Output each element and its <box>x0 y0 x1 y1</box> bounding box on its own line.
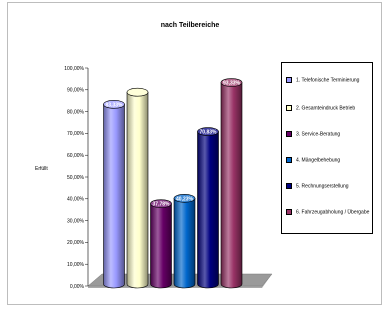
legend-swatch <box>286 183 292 189</box>
legend-label: 2. Gesamteindruck Betrieb <box>296 105 356 112</box>
legend-swatch <box>286 105 292 111</box>
legend-label: 6. Fahrzeugabholung / Übergabe <box>296 209 370 216</box>
legend-label: 5. Rechnungserstellung <box>296 183 349 190</box>
legend-label: 3. Service-Beratung <box>296 131 341 138</box>
legend-item-5: 5. Rechnungserstellung <box>286 183 349 189</box>
y-tick-label: 40,00% <box>67 197 85 203</box>
bar-2 <box>126 91 149 289</box>
legend-label: 1. Telefonische Terminierung <box>296 77 360 84</box>
legend: 1. Telefonische Terminierung 2. Gesamtein… <box>281 62 373 234</box>
y-tick-label: 100,00% <box>64 66 84 72</box>
bar-top-4 <box>173 193 196 203</box>
data-label-1: 83,33% <box>106 102 124 108</box>
bar-top-3 <box>150 199 172 208</box>
legend-swatch <box>286 157 292 163</box>
legend-swatch <box>286 77 292 83</box>
y-axis-label: Erfüllt <box>35 166 48 172</box>
legend-item-1: 1. Telefonische Terminierung <box>286 77 359 83</box>
data-label-6: 93,33% <box>223 81 241 87</box>
bar-1 <box>103 104 125 289</box>
legend-item-6: 6. Fahrzeugabholung / Übergabe <box>286 209 369 215</box>
bar-4 <box>173 197 196 289</box>
bar-top-1 <box>103 100 125 109</box>
bar-3 <box>150 203 172 289</box>
y-tick-label: 50,00% <box>67 175 85 181</box>
y-tick-label: 70,00% <box>67 131 85 137</box>
bar-6 <box>220 82 243 289</box>
legend-item-3: 3. Service-Beratung <box>286 131 340 137</box>
data-label-3: 37,78% <box>153 202 171 208</box>
y-tick-label: 80,00% <box>67 109 85 115</box>
legend-swatch <box>286 131 292 137</box>
y-tick-label: 10,00% <box>67 262 85 268</box>
y-tick-label: 60,00% <box>67 153 85 159</box>
legend-label: 4. Mängelbehebung <box>296 157 341 164</box>
legend-swatch <box>286 209 292 215</box>
legend-item-2: 2. Gesamteindruck Betrieb <box>286 105 355 111</box>
bar-5 <box>197 131 219 289</box>
data-label-4: 40,23% <box>176 196 194 202</box>
legend-item-4: 4. Mängelbehebung <box>286 157 340 163</box>
chart-title: nach Teilbereiche <box>160 22 220 29</box>
bar-top-5 <box>197 127 219 136</box>
y-tick-label: 20,00% <box>67 240 85 246</box>
y-tick-label: 90,00% <box>67 88 85 94</box>
data-label-5: 70,83% <box>200 130 218 136</box>
y-tick-label: 30,00% <box>67 218 85 224</box>
bar-top-2 <box>126 87 149 97</box>
y-tick-label: 0,00% <box>70 284 85 290</box>
bar-top-6 <box>220 78 243 87</box>
